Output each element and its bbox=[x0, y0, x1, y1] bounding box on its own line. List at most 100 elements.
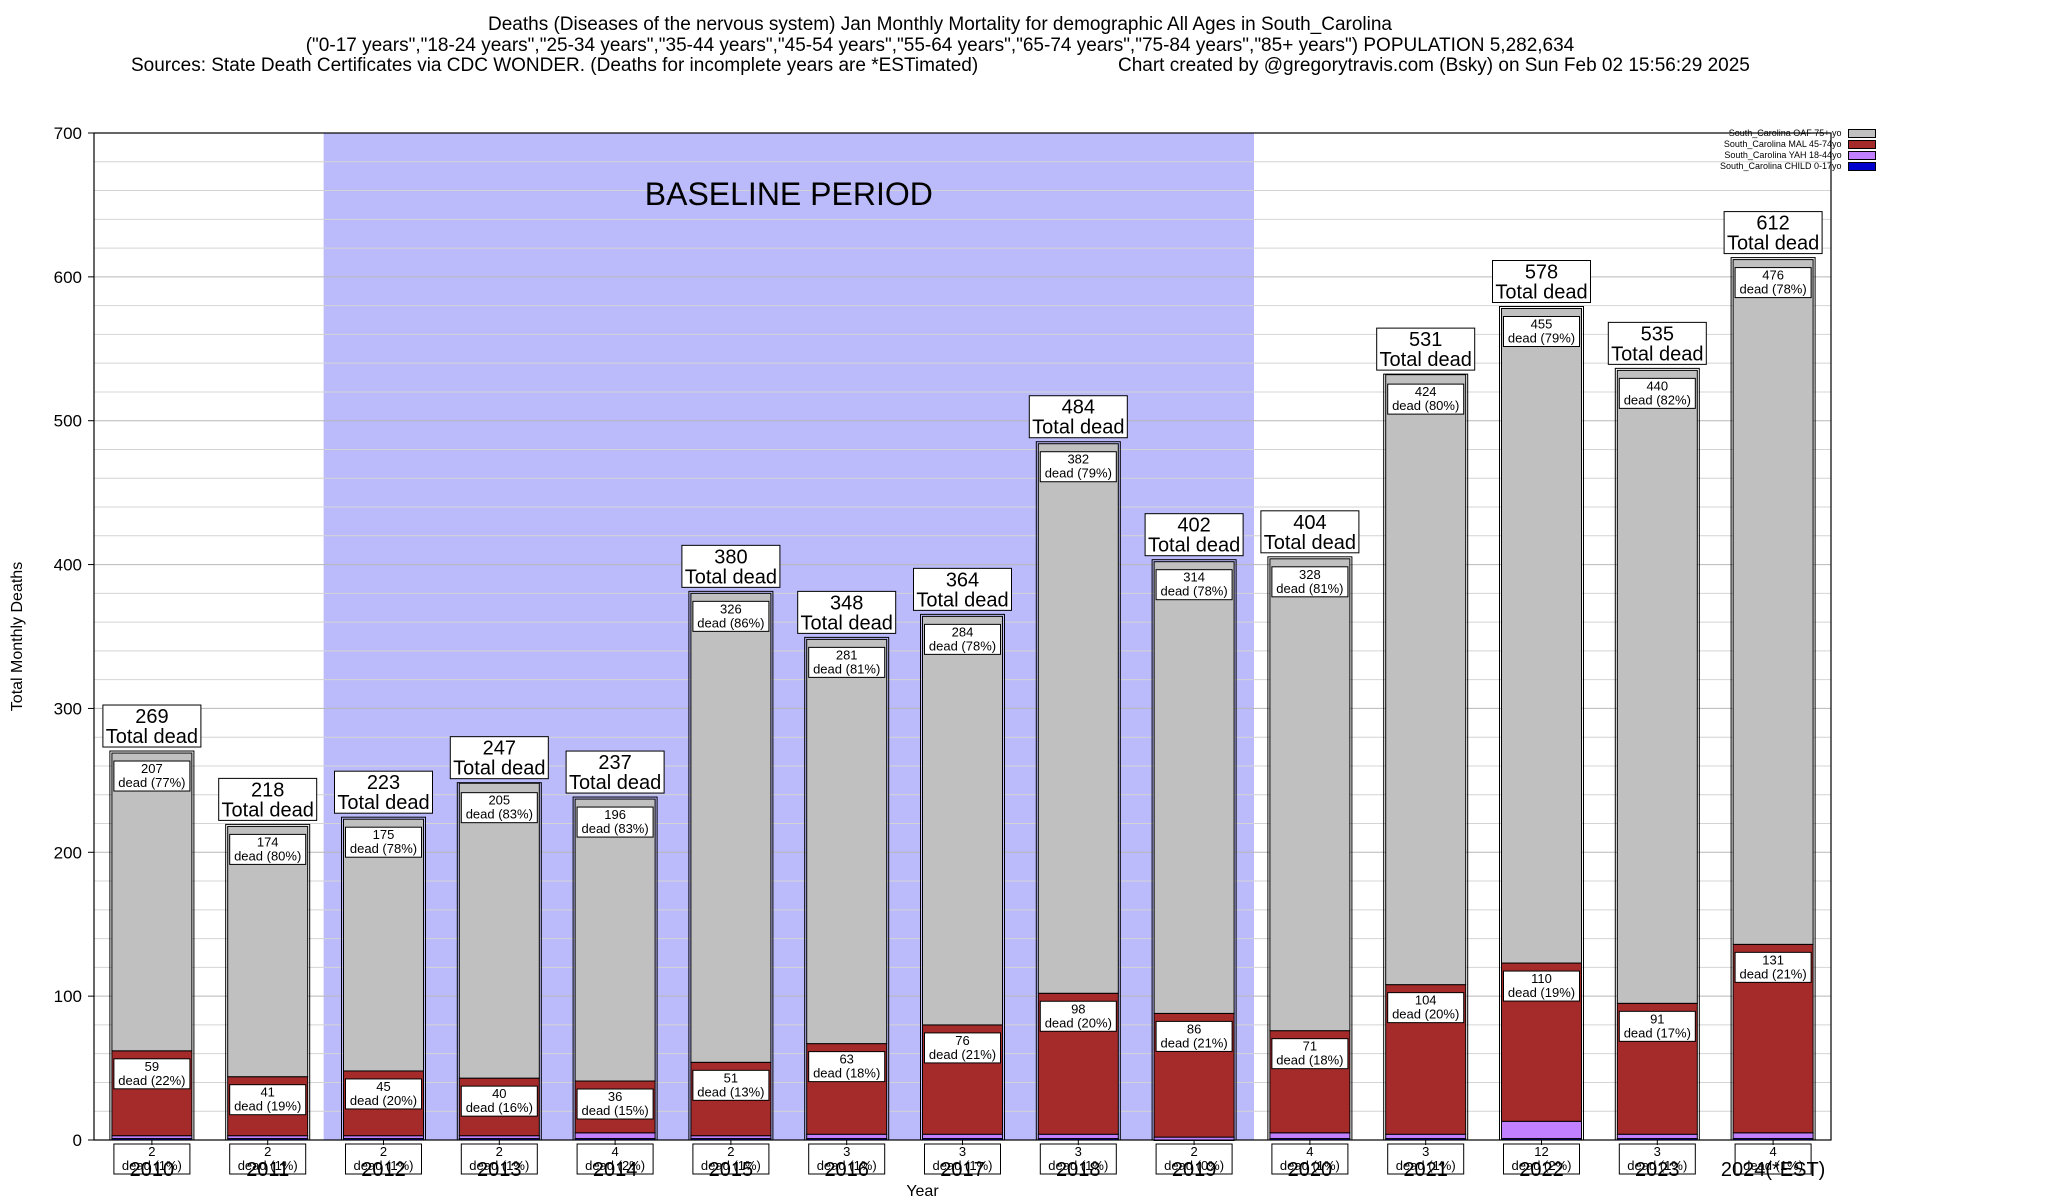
oaf-label-pct: dead (82%) bbox=[1624, 392, 1691, 407]
oaf-label-box bbox=[692, 600, 770, 632]
bar-segment-yah bbox=[1385, 1133, 1467, 1140]
mal-label-count: 63 bbox=[839, 1052, 853, 1067]
total-label-box bbox=[1028, 395, 1128, 439]
bar-segment-yah bbox=[1501, 1120, 1582, 1140]
total-label-text: Total dead bbox=[1611, 343, 1703, 365]
mal-label-pct: dead (21%) bbox=[1739, 966, 1806, 981]
yah-label-pct: dead (1%) bbox=[1280, 1158, 1340, 1173]
total-label-box bbox=[1260, 510, 1360, 554]
oaf-label-pct: dead (86%) bbox=[697, 615, 764, 630]
oaf-label-box bbox=[1618, 377, 1696, 409]
yah-label-pct: dead (0%) bbox=[1164, 1158, 1224, 1173]
oaf-label-pct: dead (79%) bbox=[1045, 466, 1112, 481]
total-label-box bbox=[681, 544, 781, 588]
oaf-label-box bbox=[1734, 267, 1812, 299]
chart-title: Deaths (Diseases of the nervous system) … bbox=[488, 14, 1392, 35]
bar-segment-oaf bbox=[227, 825, 309, 1078]
x-tick-label: 2011 bbox=[246, 1159, 289, 1181]
oaf-label-count: 284 bbox=[952, 624, 974, 639]
yah-label-count: 2 bbox=[1190, 1144, 1197, 1159]
total-label-text: Total dead bbox=[801, 612, 893, 634]
sources-note: Sources: State Death Certificates via CD… bbox=[131, 55, 979, 76]
yah-label-pct: dead (2%) bbox=[1512, 1158, 1572, 1173]
total-label-text: Total dead bbox=[106, 726, 198, 748]
yah-label-count: 2 bbox=[264, 1144, 271, 1159]
yah-label-pct: dead (1%) bbox=[238, 1158, 298, 1173]
mal-label-count: 76 bbox=[955, 1033, 969, 1048]
bar-segment-yah bbox=[1732, 1132, 1814, 1140]
oaf-label-box bbox=[229, 833, 307, 865]
y-tick-label: 200 bbox=[54, 843, 82, 862]
mal-label-pct: dead (19%) bbox=[1508, 985, 1575, 1000]
bar-segment-oaf bbox=[458, 782, 540, 1079]
yah-label-pct: dead (1%) bbox=[1396, 1158, 1456, 1173]
mal-label-pct: dead (18%) bbox=[1276, 1053, 1343, 1068]
mal-label-pct: dead (19%) bbox=[234, 1099, 301, 1114]
bar-segment-oaf bbox=[1153, 561, 1235, 1014]
yah-label-pct: dead (1%) bbox=[354, 1158, 414, 1173]
y-tick-label: 700 bbox=[54, 124, 82, 143]
total-label-box bbox=[1723, 211, 1823, 255]
oaf-label-pct: dead (78%) bbox=[1739, 282, 1806, 297]
mal-label-count: 59 bbox=[145, 1059, 159, 1074]
yah-label-box bbox=[1039, 1143, 1117, 1175]
mal-label-count: 131 bbox=[1762, 952, 1784, 967]
yah-label-count: 4 bbox=[1306, 1144, 1313, 1159]
yah-label-count: 12 bbox=[1534, 1144, 1548, 1159]
x-tick-label: 2016 bbox=[824, 1159, 869, 1181]
bar-segment-oaf bbox=[1501, 308, 1582, 964]
y-axis-title: Total Monthly Deaths bbox=[9, 562, 26, 711]
bar-segment-oaf bbox=[1732, 259, 1814, 945]
mal-label-pct: dead (21%) bbox=[1160, 1035, 1227, 1050]
oaf-label-count: 281 bbox=[836, 647, 858, 662]
x-tick-label: 2015 bbox=[709, 1159, 754, 1181]
mal-label-box bbox=[1618, 1010, 1696, 1042]
bar-segment-yah bbox=[806, 1133, 888, 1140]
yah-label-box bbox=[924, 1143, 1001, 1175]
x-tick-label: 2022 bbox=[1519, 1159, 1564, 1181]
mal-label-pct: dead (17%) bbox=[1624, 1025, 1691, 1040]
bar-segment-oaf bbox=[343, 818, 424, 1072]
total-label-text: Total dead bbox=[1727, 233, 1819, 255]
mal-label-box bbox=[576, 1088, 654, 1120]
chart-subtitle: ("0-17 years","18-24 years","25-34 years… bbox=[305, 35, 1575, 56]
yah-label-pct: dead (1%) bbox=[817, 1158, 877, 1173]
yah-label-box bbox=[345, 1143, 422, 1175]
x-tick-label: 2010 bbox=[130, 1159, 175, 1181]
x-tick-label: 2013 bbox=[477, 1159, 522, 1181]
yah-label-count: 4 bbox=[611, 1144, 618, 1159]
yah-label-count: 2 bbox=[496, 1144, 503, 1159]
oaf-label-count: 207 bbox=[141, 761, 163, 776]
mal-label-box bbox=[1387, 992, 1465, 1024]
mal-label-pct: dead (15%) bbox=[581, 1103, 648, 1118]
mal-label-count: 86 bbox=[1187, 1021, 1201, 1036]
total-label-value: 612 bbox=[1756, 213, 1789, 235]
total-label-value: 578 bbox=[1525, 262, 1558, 284]
x-tick-label: 2024(*EST) bbox=[1721, 1159, 1826, 1181]
total-label-text: Total dead bbox=[1148, 535, 1240, 557]
mal-label-box bbox=[345, 1078, 422, 1110]
bar-segment-oaf bbox=[1037, 443, 1119, 994]
oaf-label-box bbox=[460, 792, 538, 824]
credit-note: Chart created by @gregorytravis.com (Bsk… bbox=[1118, 55, 1750, 76]
yah-label-pct: dead (1%) bbox=[933, 1158, 993, 1173]
x-tick-label: 2012 bbox=[361, 1159, 406, 1181]
yah-label-count: 4 bbox=[1769, 1144, 1776, 1159]
yah-label-pct: dead (1%) bbox=[1048, 1158, 1108, 1173]
x-tick-label: 2023 bbox=[1635, 1159, 1680, 1181]
mal-label-box bbox=[1271, 1038, 1349, 1070]
oaf-label-pct: dead (79%) bbox=[1508, 331, 1575, 346]
total-label-box bbox=[565, 750, 665, 794]
oaf-label-box bbox=[576, 806, 654, 838]
x-tick-label: 2020 bbox=[1288, 1159, 1333, 1181]
legend-label-yah: South_Carolina YAH 18-44yo bbox=[1724, 150, 1842, 160]
total-label-text: Total dead bbox=[337, 792, 429, 814]
mal-label-pct: dead (22%) bbox=[118, 1073, 185, 1088]
mal-label-pct: dead (16%) bbox=[466, 1100, 533, 1115]
x-axis-title: Year bbox=[906, 1183, 939, 1200]
bar-segment-oaf bbox=[1616, 369, 1698, 1004]
legend-item-oaf: South_Carolina OAF 75+ yo bbox=[1720, 128, 1876, 139]
mal-label-count: 98 bbox=[1071, 1001, 1085, 1016]
total-label-box bbox=[334, 770, 433, 814]
